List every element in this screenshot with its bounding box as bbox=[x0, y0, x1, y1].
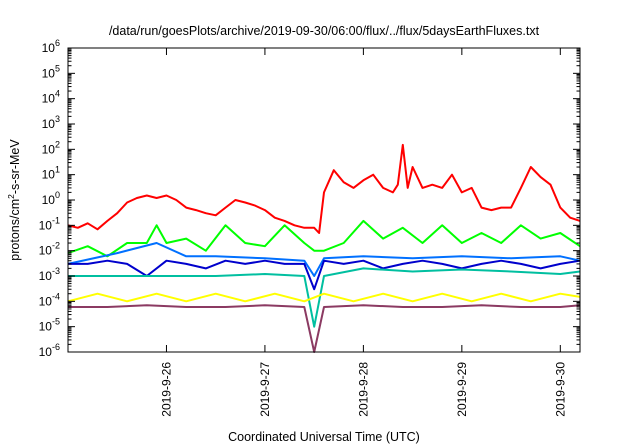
y-tick-label: 100 bbox=[42, 190, 60, 207]
y-tick-label-exponent: -1 bbox=[52, 215, 60, 225]
y-tick-label-exponent: 2 bbox=[55, 139, 60, 149]
series-line-5 bbox=[68, 267, 581, 328]
y-axis-title-suffix: -s-sr-MeV bbox=[8, 139, 22, 195]
y-tick-label-exponent: 4 bbox=[55, 89, 60, 99]
y-tick-label-base: 10 bbox=[42, 117, 56, 131]
y-tick-label-exponent: 3 bbox=[55, 114, 60, 124]
series-line-6 bbox=[67, 292, 581, 303]
y-axis-title: protons/cm2-s-sr-MeV bbox=[6, 139, 22, 261]
y-tick-label-base: 10 bbox=[39, 294, 53, 308]
y-axis-title-sup: 2 bbox=[6, 194, 16, 199]
y-tick-label-exponent: -6 bbox=[52, 342, 60, 352]
y-tick-label-base: 10 bbox=[39, 269, 53, 283]
series-line-7 bbox=[68, 304, 581, 353]
series-line-3 bbox=[67, 242, 581, 277]
series-line-2 bbox=[67, 219, 581, 258]
y-tick-label-base: 10 bbox=[42, 193, 56, 207]
y-tick-label-base: 10 bbox=[42, 66, 56, 80]
x-axis-title: Coordinated Universal Time (UTC) bbox=[228, 430, 420, 444]
y-tick-label: 103 bbox=[42, 114, 60, 131]
y-tick-label-exponent: -4 bbox=[52, 291, 60, 301]
y-tick-label: 106 bbox=[42, 38, 60, 55]
y-tick-label: 104 bbox=[42, 89, 60, 106]
y-tick-label: 10-6 bbox=[39, 342, 60, 359]
y-tick-label: 10-1 bbox=[39, 215, 60, 232]
chart-title: /data/run/goesPlots/archive/2019-09-30/0… bbox=[109, 24, 540, 38]
y-tick-label: 102 bbox=[42, 139, 60, 156]
y-tick-label-exponent: -3 bbox=[52, 266, 60, 276]
y-tick-label: 10-3 bbox=[39, 266, 60, 283]
y-tick-label-exponent: 6 bbox=[55, 38, 60, 48]
y-tick-label-exponent: -2 bbox=[52, 241, 60, 251]
y-tick-label-exponent: 5 bbox=[55, 63, 60, 73]
y-tick-label: 10-2 bbox=[39, 241, 60, 258]
y-tick-label-base: 10 bbox=[42, 92, 56, 106]
x-tick-label: 2019-9-26 bbox=[159, 362, 173, 417]
y-tick-label-base: 10 bbox=[42, 41, 56, 55]
series-line-4 bbox=[68, 259, 581, 291]
x-tick-label: 2019-9-30 bbox=[553, 362, 567, 417]
y-tick-label-exponent: -5 bbox=[52, 317, 60, 327]
y-tick-label-exponent: 0 bbox=[55, 190, 60, 200]
y-axis-title-prefix: protons/cm bbox=[8, 199, 22, 261]
y-tick-label-base: 10 bbox=[39, 345, 53, 359]
y-tick-label: 10-4 bbox=[39, 291, 60, 308]
x-tick-label: 2019-9-28 bbox=[356, 362, 370, 417]
series-line-1 bbox=[67, 143, 581, 234]
y-tick-label-base: 10 bbox=[42, 168, 56, 182]
y-tick-label: 10-5 bbox=[39, 317, 60, 334]
y-tick-label-base: 10 bbox=[39, 244, 53, 258]
ticks-layer: 10-610-510-410-310-210-11001011021031041… bbox=[39, 38, 580, 417]
y-tick-label: 105 bbox=[42, 63, 60, 80]
x-tick-label: 2019-9-29 bbox=[455, 362, 469, 417]
y-tick-label-base: 10 bbox=[39, 320, 53, 334]
y-tick-label-exponent: 1 bbox=[55, 165, 60, 175]
y-tick-label: 101 bbox=[42, 165, 60, 182]
series-layer bbox=[67, 143, 581, 353]
y-tick-label-base: 10 bbox=[39, 218, 53, 232]
x-tick-label: 2019-9-27 bbox=[258, 362, 272, 417]
y-tick-label-base: 10 bbox=[42, 142, 56, 156]
